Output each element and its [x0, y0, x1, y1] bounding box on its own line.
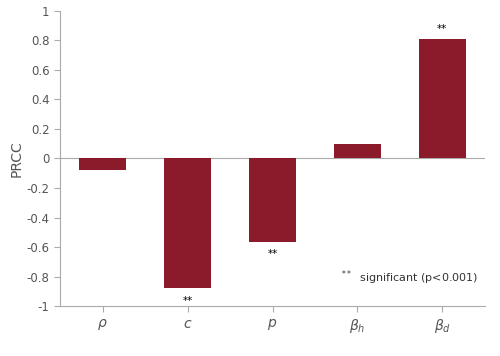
Y-axis label: PRCC: PRCC [10, 140, 24, 177]
Bar [80, 158, 126, 170]
Text: $^{**}$  significant (p<0.001): $^{**}$ significant (p<0.001) [342, 268, 478, 287]
Text: **: ** [268, 249, 278, 259]
Text: **: ** [437, 24, 448, 34]
Bar [164, 158, 211, 288]
Bar [249, 158, 296, 242]
Bar [419, 39, 466, 158]
Bar [334, 143, 381, 158]
Text: **: ** [182, 296, 192, 306]
